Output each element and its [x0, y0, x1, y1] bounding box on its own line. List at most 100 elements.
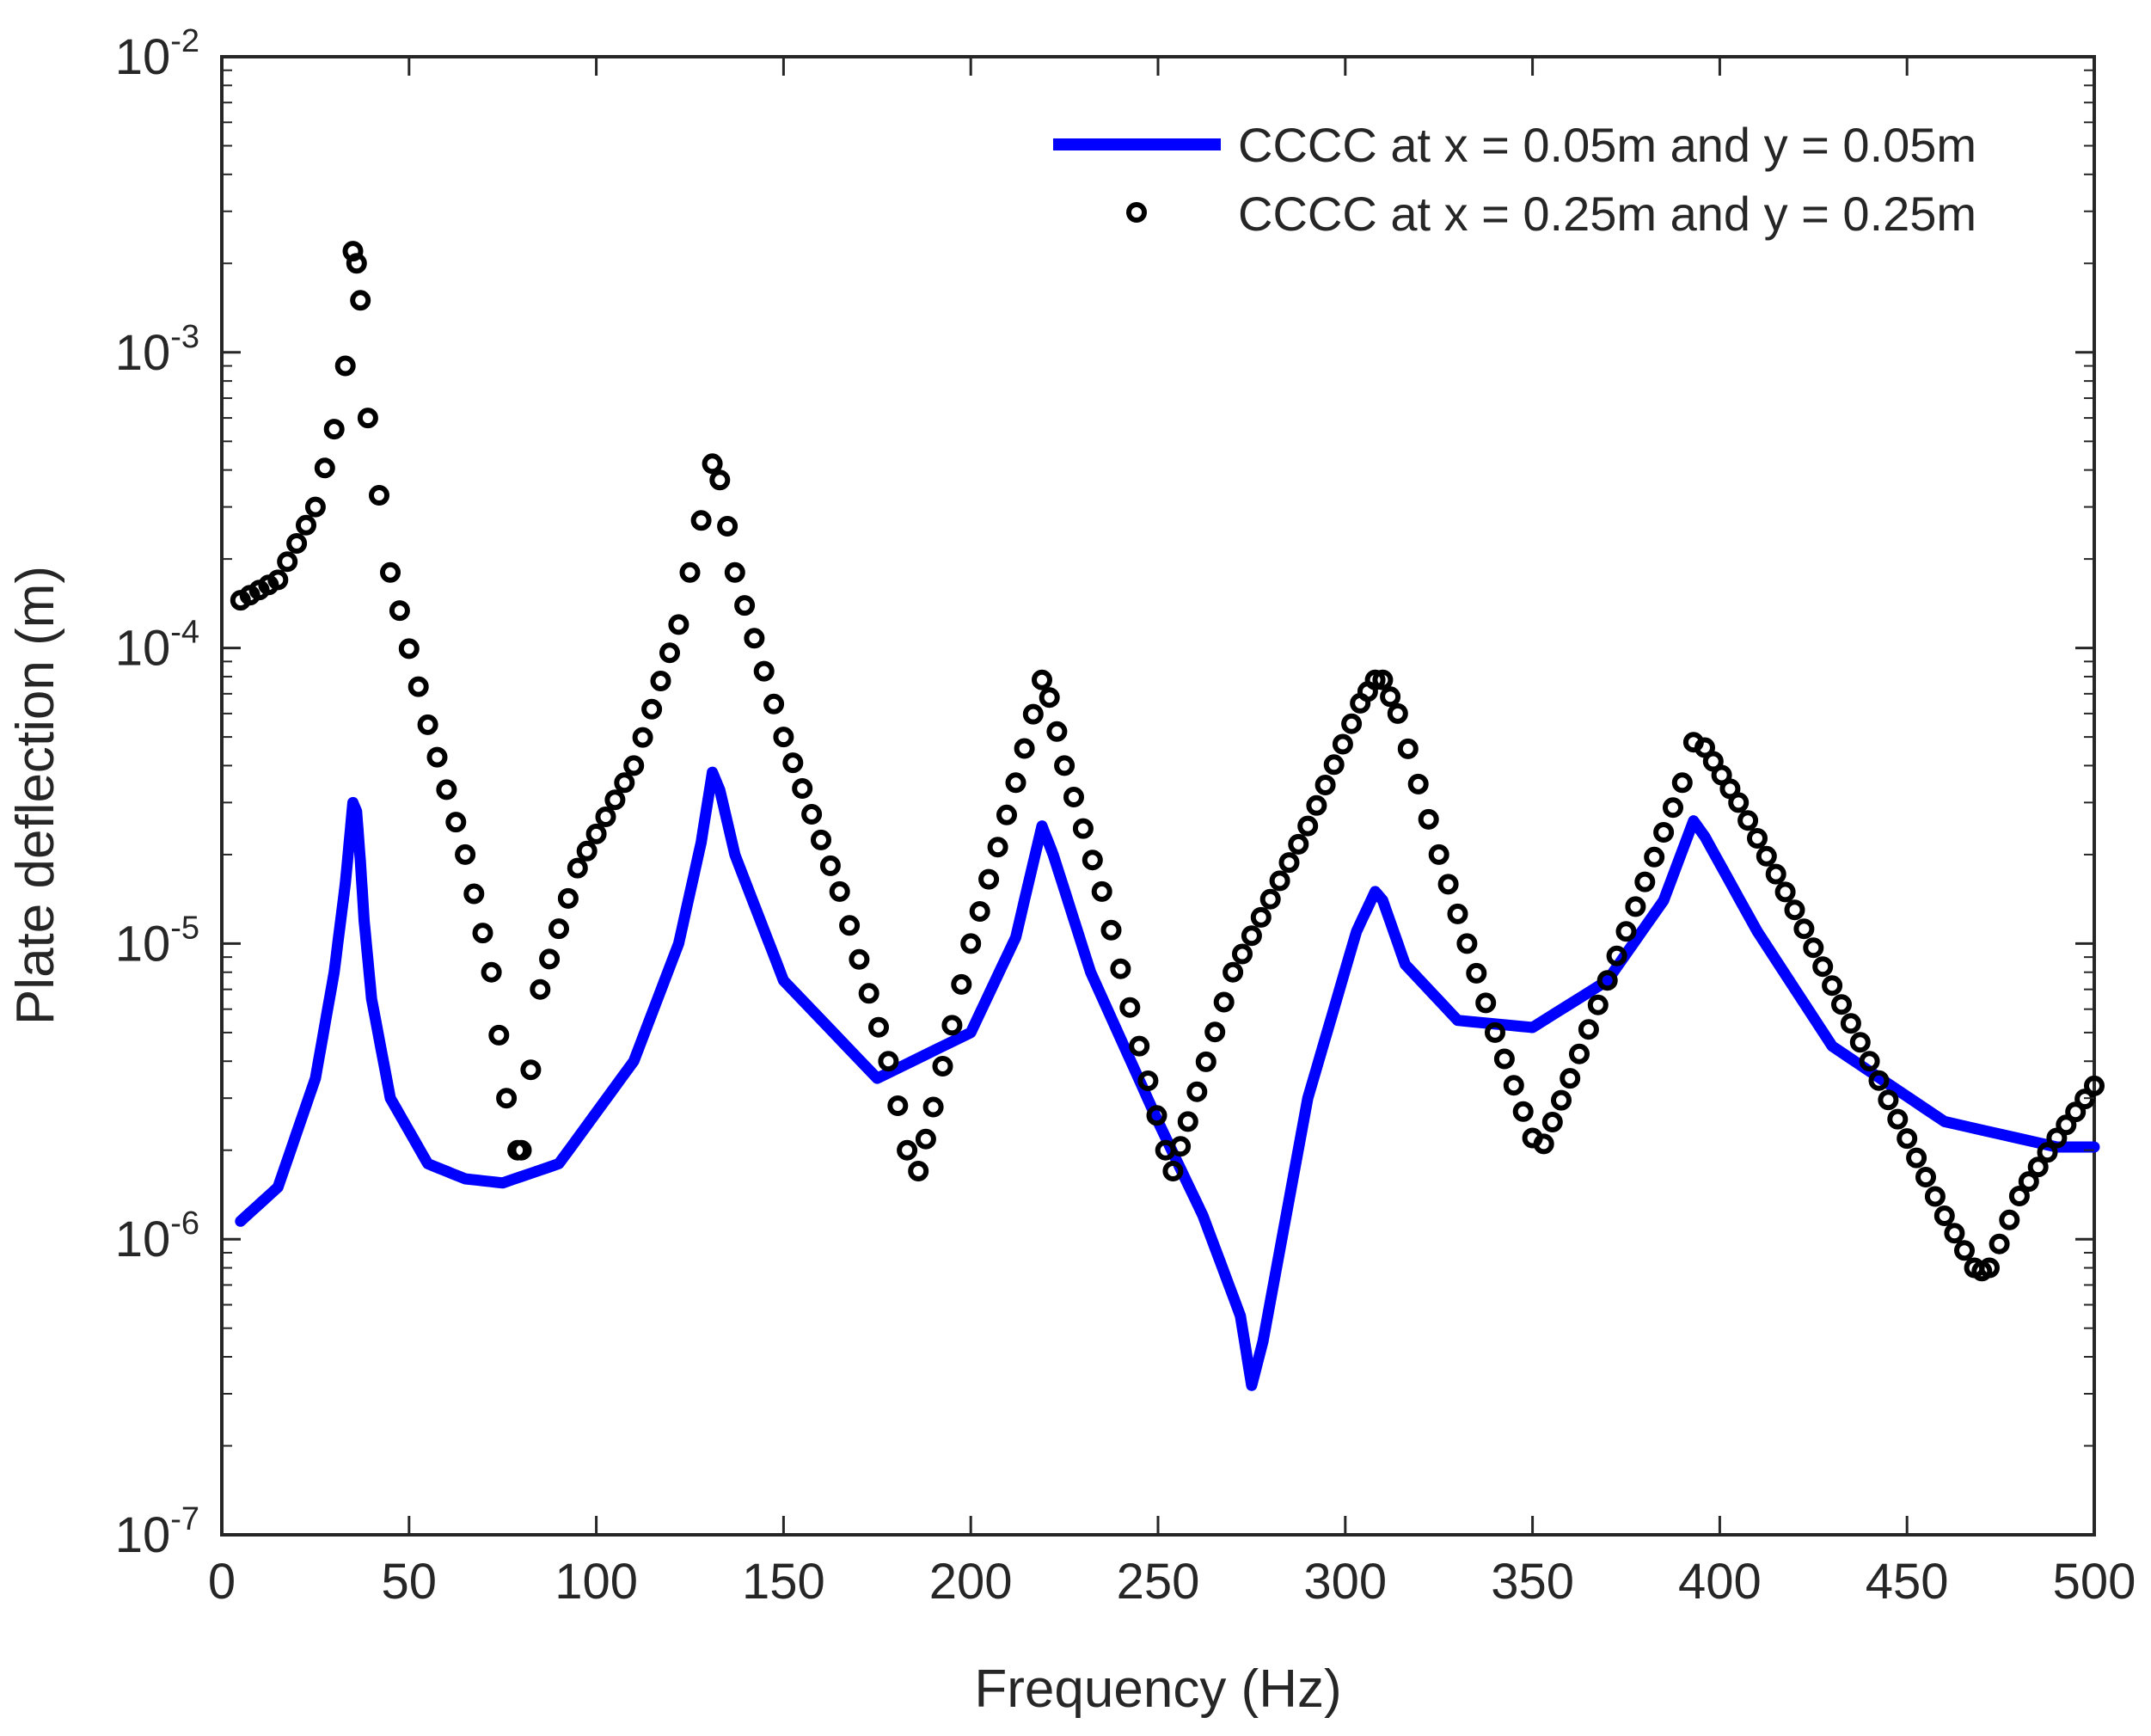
data-point — [724, 561, 745, 583]
data-point — [1072, 818, 1094, 839]
data-point — [455, 843, 476, 865]
data-point — [2065, 1101, 2087, 1123]
data-point — [1297, 815, 1319, 837]
data-point — [520, 1059, 542, 1081]
x-tick-label: 150 — [742, 1554, 825, 1610]
data-point — [614, 772, 635, 794]
data-point — [286, 533, 308, 554]
data-point — [811, 829, 831, 850]
x-tick-label: 0 — [208, 1554, 236, 1610]
x-tick-label: 350 — [1491, 1554, 1574, 1610]
data-point — [1831, 994, 1852, 1015]
data-point — [887, 1095, 909, 1116]
data-point — [1671, 772, 1693, 794]
data-point — [829, 880, 850, 902]
data-point — [782, 752, 804, 774]
data-point — [1397, 738, 1419, 759]
x-tick-label: 400 — [1678, 1554, 1762, 1610]
data-point — [1606, 945, 1627, 966]
data-point — [1195, 1051, 1216, 1072]
data-point — [1466, 962, 1487, 984]
legend: CCCC at x = 0.05m and y = 0.05m CCCC at … — [1053, 118, 1976, 241]
data-point — [1793, 918, 1815, 940]
data-point — [908, 1161, 929, 1181]
data-point — [1039, 687, 1060, 709]
data-point — [1812, 956, 1834, 978]
data-point — [1259, 888, 1281, 910]
data-point — [744, 628, 765, 649]
data-point — [1803, 937, 1824, 959]
data-point — [1719, 778, 1741, 800]
data-point — [858, 983, 879, 1004]
data-point — [1702, 751, 1724, 772]
data-point — [1428, 843, 1449, 865]
data-point — [1979, 1257, 2000, 1279]
data-point — [296, 514, 316, 536]
data-point — [1407, 773, 1429, 794]
x-tick-label: 500 — [2053, 1554, 2136, 1610]
data-point — [1456, 933, 1478, 954]
data-point — [1447, 903, 1468, 924]
y-tick-label: 10-5 — [115, 910, 199, 972]
data-point — [1204, 1021, 1226, 1043]
data-point — [1005, 772, 1026, 794]
series-line-1 — [235, 766, 2100, 1391]
data-point — [1129, 1035, 1150, 1057]
data-point — [1232, 943, 1253, 965]
data-point — [1314, 775, 1336, 795]
data-point — [1512, 1101, 1534, 1122]
y-tick-label: 10-2 — [115, 23, 199, 85]
data-point — [1162, 1161, 1184, 1181]
data-point — [417, 714, 438, 735]
data-point — [1615, 921, 1637, 942]
data-point — [472, 923, 493, 944]
data-point — [951, 973, 972, 995]
data-point — [1032, 669, 1052, 690]
data-point — [1014, 738, 1035, 759]
data-point — [380, 561, 401, 583]
x-tick-label: 250 — [1117, 1554, 1200, 1610]
data-point — [1634, 871, 1656, 893]
data-point — [792, 778, 813, 799]
data-point — [350, 290, 371, 311]
data-point — [1372, 669, 1394, 690]
data-point — [915, 1128, 936, 1150]
data-point — [1146, 1105, 1167, 1126]
data-point — [357, 408, 378, 429]
data-point — [1063, 787, 1084, 807]
data-point — [1954, 1240, 1975, 1261]
data-point — [2056, 1114, 2077, 1136]
data-point — [978, 868, 1000, 890]
data-point — [1418, 808, 1439, 830]
data-point — [1887, 1108, 1909, 1130]
data-point — [539, 948, 561, 970]
data-point — [1364, 669, 1386, 690]
data-point — [2037, 1142, 2058, 1163]
legend-entry-2: CCCC at x = 0.25m and y = 0.25m — [1238, 187, 1976, 241]
data-point — [632, 727, 653, 748]
data-point — [567, 857, 588, 879]
data-point — [1288, 833, 1309, 855]
data-point — [1560, 1068, 1581, 1089]
data-point — [1082, 850, 1103, 871]
x-tick-label: 450 — [1866, 1554, 1949, 1610]
data-point — [922, 1096, 944, 1118]
data-point — [1332, 733, 1353, 755]
data-point — [408, 676, 429, 697]
data-point — [1380, 686, 1401, 708]
data-point — [576, 840, 598, 862]
data-point — [932, 1056, 953, 1077]
data-point — [463, 883, 485, 905]
data-point — [481, 961, 502, 983]
data-point — [1999, 1209, 2020, 1230]
data-point — [2027, 1156, 2049, 1178]
data-point — [773, 727, 794, 748]
data-point — [436, 779, 457, 801]
data-point — [1644, 846, 1665, 868]
data-point — [2046, 1127, 2068, 1149]
data-point — [1596, 970, 1618, 991]
data-point — [1437, 874, 1459, 895]
data-point — [1897, 1128, 1918, 1150]
legend-marker-swatch — [1126, 202, 1147, 223]
